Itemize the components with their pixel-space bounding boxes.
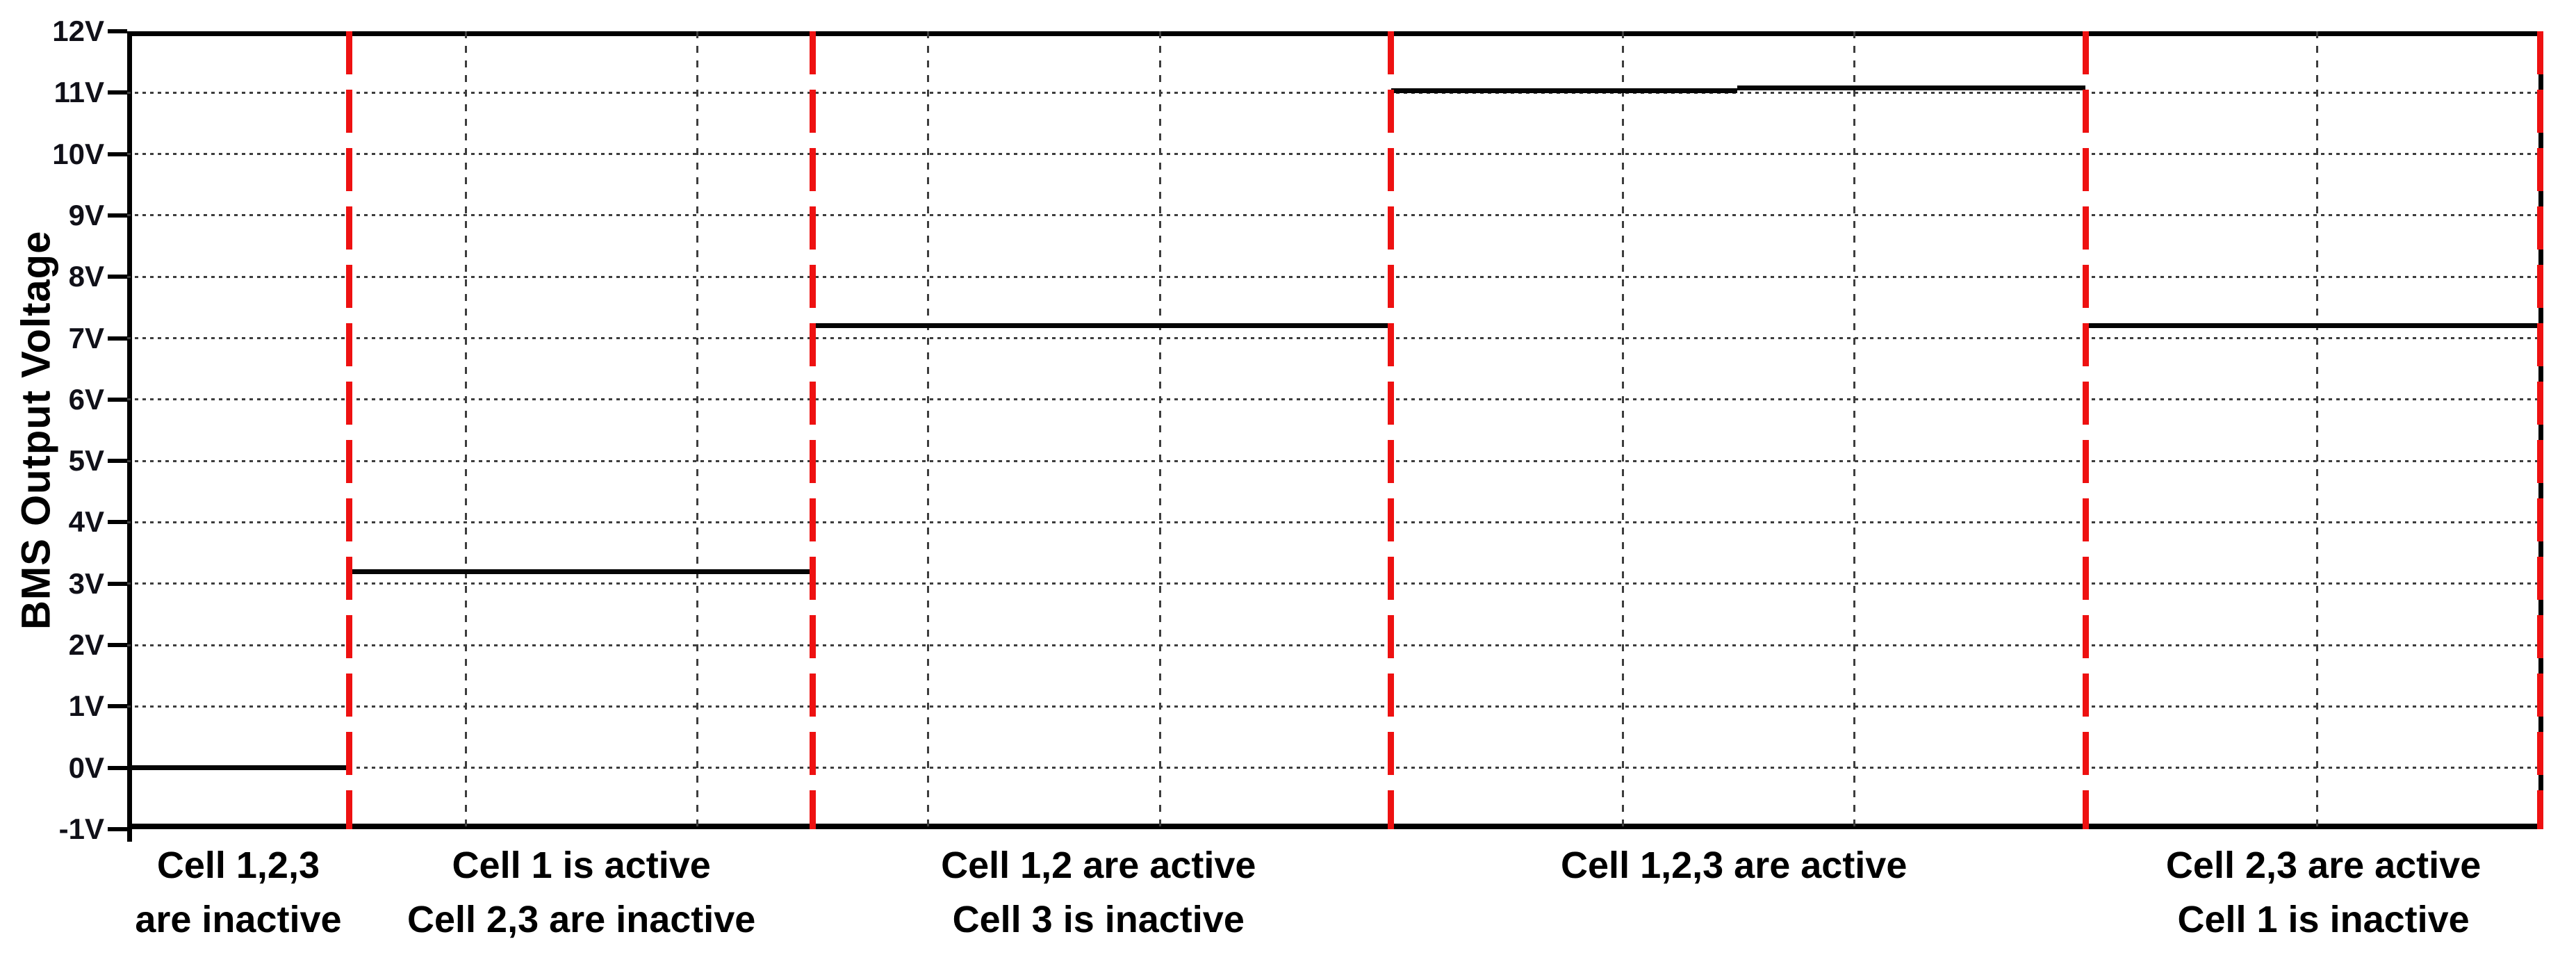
v-gridline-4 bbox=[1621, 31, 1624, 829]
h-gridline-3v bbox=[127, 582, 2543, 585]
y-tick-label-2V: 2V bbox=[68, 628, 104, 662]
h-gridline-7v bbox=[127, 337, 2543, 340]
plot-frame-bottom bbox=[127, 824, 2543, 829]
y-tick-1V bbox=[108, 704, 127, 709]
v-gridline-0 bbox=[464, 31, 467, 829]
y-tick-8V bbox=[108, 275, 127, 279]
voltage-trace-segment-0 bbox=[127, 765, 350, 771]
y-tick-label-4V: 4V bbox=[68, 505, 104, 539]
y-tick-3V bbox=[108, 581, 127, 586]
y-tick-11V bbox=[108, 90, 127, 95]
y-tick-0V bbox=[108, 765, 127, 770]
region-divider-3 bbox=[1388, 31, 1395, 829]
region-label-line2: Cell 1 is inactive bbox=[2177, 899, 2470, 940]
h-gridline-8v bbox=[127, 275, 2543, 278]
y-tick-2V bbox=[108, 643, 127, 648]
region-label-line1: Cell 2,3 are active bbox=[2165, 844, 2481, 886]
v-gridline-5 bbox=[1853, 31, 1855, 829]
v-gridline-1 bbox=[696, 31, 698, 829]
y-tick-6V bbox=[108, 397, 127, 402]
h-gridline-9v bbox=[127, 214, 2543, 217]
voltage-trace-segment-2 bbox=[812, 323, 1391, 329]
y-tick-label-3V: 3V bbox=[68, 566, 104, 600]
h-gridline-0v bbox=[127, 767, 2543, 769]
y-tick-4V bbox=[108, 520, 127, 525]
y-tick-label-12V: 12V bbox=[52, 15, 104, 47]
v-gridline-6 bbox=[2315, 31, 2318, 829]
region-label-1: Cell 1,2,3 are inactive bbox=[135, 838, 341, 947]
h-gridline-6v bbox=[127, 398, 2543, 401]
y-tick--1V bbox=[108, 827, 127, 831]
plot-frame-top bbox=[127, 31, 2543, 36]
y-tick-label-8V: 8V bbox=[68, 260, 104, 293]
y-tick-label-0V: 0V bbox=[68, 751, 104, 784]
y-tick-label--1V: -1V bbox=[58, 813, 104, 845]
region-label-line1: Cell 1,2 are active bbox=[941, 844, 1256, 886]
region-label-4: Cell 1,2,3 are active bbox=[1561, 838, 1907, 892]
region-label-3: Cell 1,2 are active Cell 3 is inactive bbox=[941, 838, 1256, 947]
region-label-2: Cell 1 is active Cell 2,3 are inactive bbox=[407, 838, 755, 947]
y-axis-stub bbox=[127, 829, 132, 842]
y-tick-label-7V: 7V bbox=[68, 321, 104, 354]
region-label-line2: are inactive bbox=[135, 899, 342, 940]
voltage-trace-segment-3 bbox=[1390, 88, 1738, 94]
region-label-line1: Cell 1 is active bbox=[452, 844, 711, 886]
region-label-5: Cell 2,3 are active Cell 1 is inactive bbox=[2166, 838, 2481, 947]
h-gridline-11v bbox=[127, 91, 2543, 94]
h-gridline-10v bbox=[127, 153, 2543, 156]
h-gridline-5v bbox=[127, 459, 2543, 462]
voltage-trace-segment-5 bbox=[2085, 323, 2543, 329]
y-tick-label-11V: 11V bbox=[54, 76, 104, 109]
v-gridline-3 bbox=[1158, 31, 1161, 829]
region-divider-2 bbox=[809, 31, 816, 829]
region-divider-5 bbox=[2537, 31, 2544, 829]
plot-frame-left bbox=[127, 31, 132, 829]
y-tick-7V bbox=[108, 336, 127, 341]
y-tick-label-1V: 1V bbox=[68, 689, 104, 723]
v-gridline-2 bbox=[927, 31, 930, 829]
h-gridline-1v bbox=[127, 705, 2543, 708]
region-label-line2: Cell 3 is inactive bbox=[952, 899, 1245, 940]
region-label-line1: Cell 1,2,3 bbox=[156, 844, 320, 886]
plot-area bbox=[127, 31, 2544, 829]
voltage-trace-segment-4 bbox=[1737, 85, 2086, 90]
region-divider-4 bbox=[2082, 31, 2089, 829]
region-label-line1: Cell 1,2,3 are active bbox=[1561, 844, 1908, 886]
region-label-line2: Cell 2,3 are inactive bbox=[407, 899, 756, 940]
y-tick-12V bbox=[108, 29, 127, 33]
y-tick-9V bbox=[108, 213, 127, 218]
h-gridline-4v bbox=[127, 521, 2543, 523]
y-tick-label-6V: 6V bbox=[68, 382, 104, 416]
voltage-trace-segment-1 bbox=[349, 569, 813, 574]
h-gridline-2v bbox=[127, 644, 2543, 646]
y-tick-label-9V: 9V bbox=[68, 198, 104, 231]
region-divider-1 bbox=[346, 31, 353, 829]
y-tick-label-10V: 10V bbox=[52, 137, 104, 170]
y-tick-10V bbox=[108, 152, 127, 156]
y-tick-5V bbox=[108, 459, 127, 464]
y-tick-label-5V: 5V bbox=[68, 444, 104, 478]
